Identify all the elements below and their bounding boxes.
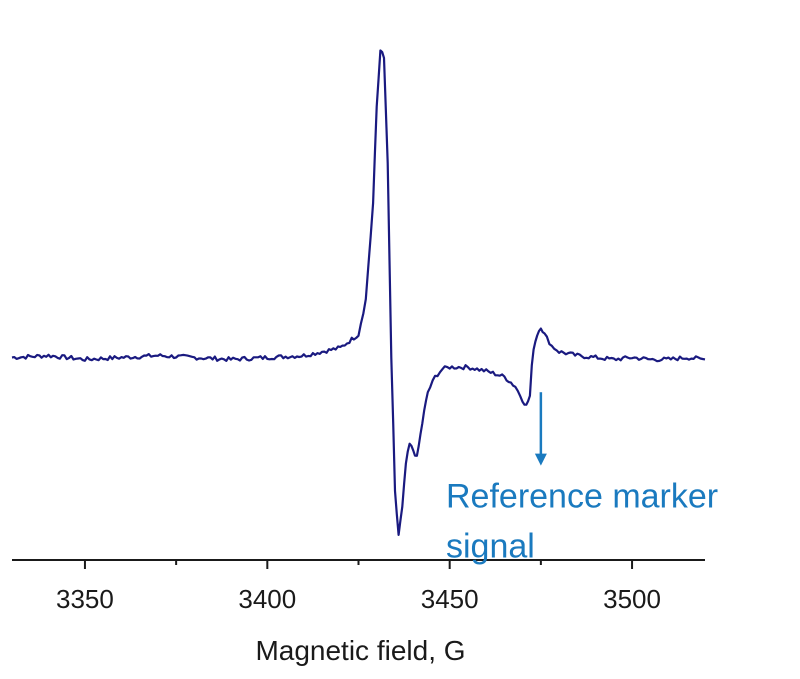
x-axis-title: Magnetic field, G [255, 635, 465, 666]
annotation-text-line-1: Reference marker [446, 478, 718, 516]
x-tick-label: 3400 [238, 584, 296, 614]
x-tick-label: 3450 [421, 584, 479, 614]
spectrum-series-line [11, 49, 706, 536]
x-axis: 3350 3400 3450 3500 Magnetic field, G [12, 559, 705, 666]
reference-marker-arrow-head [534, 453, 547, 466]
reference-marker-annotation: Reference marker signal [446, 392, 718, 566]
x-axis-tick-labels: 3350 3400 3450 3500 [56, 584, 661, 614]
x-axis-ticks [83, 560, 634, 569]
x-tick-label: 3500 [603, 584, 661, 614]
annotation-text-line-2: signal [446, 528, 535, 566]
x-tick-label: 3350 [56, 584, 114, 614]
